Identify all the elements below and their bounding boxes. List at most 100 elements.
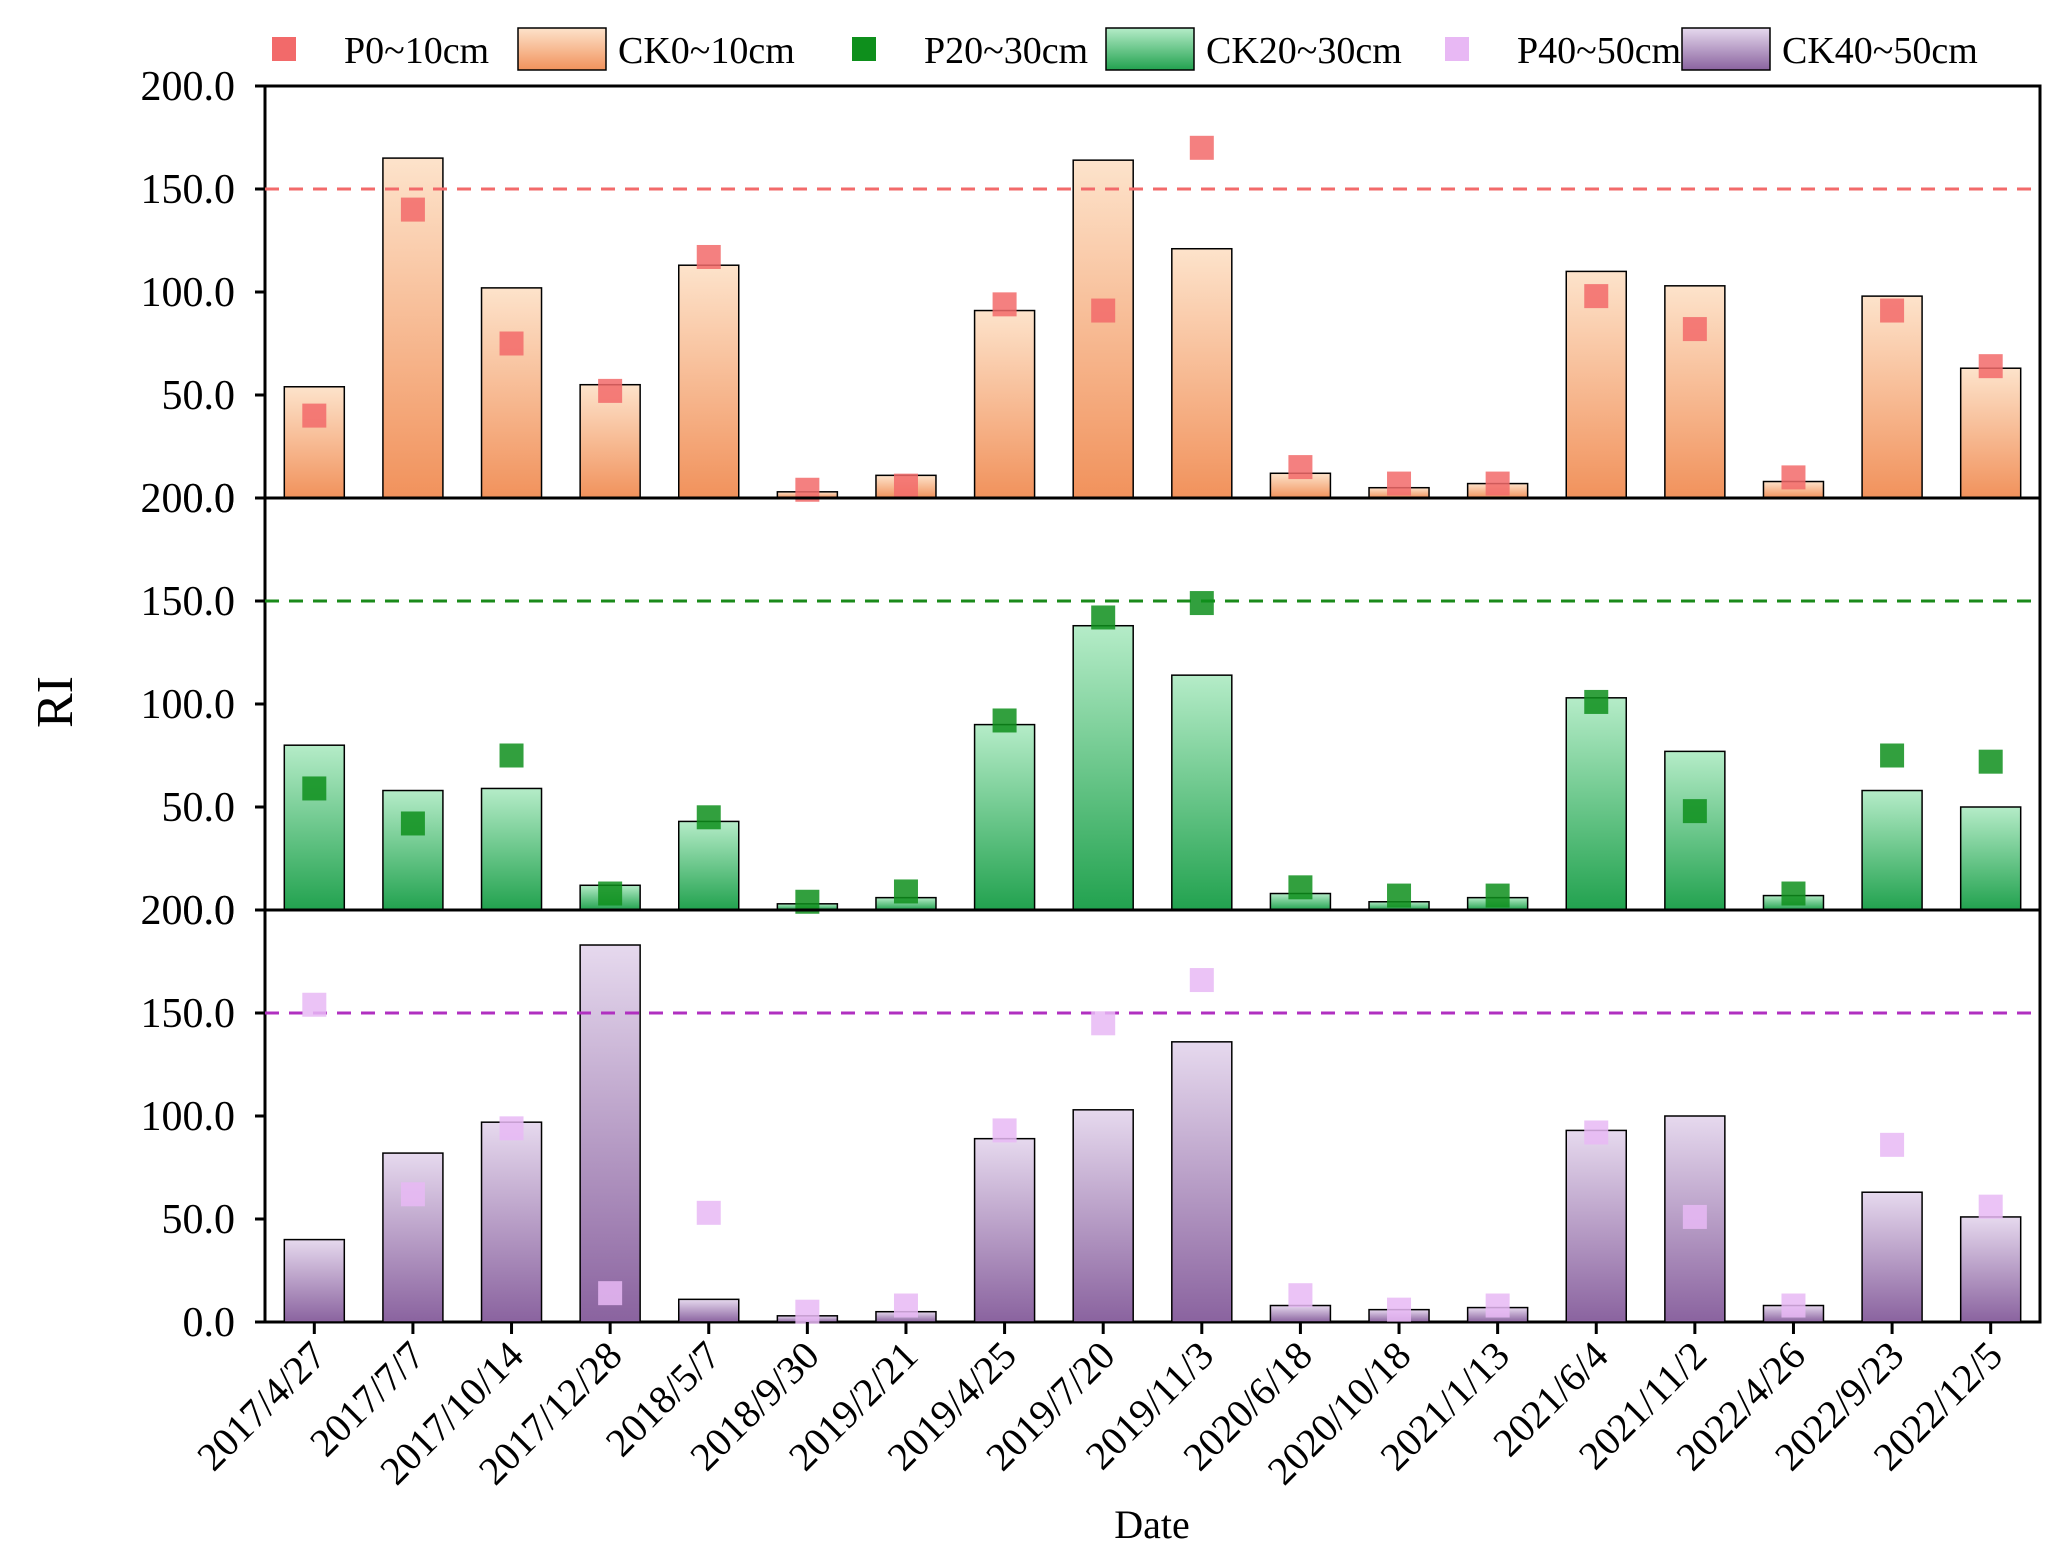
bar-40~50cm xyxy=(480,1121,543,1323)
y-tick-label: 200.0 xyxy=(141,888,236,934)
legend: P0~10cm CK0~10cm P20~30cm CK20~30cm P40~50cm… xyxy=(272,27,1978,72)
marker-40~50cm xyxy=(302,992,327,1017)
bar-20~30cm xyxy=(1072,624,1134,911)
bar-20~30cm xyxy=(1171,674,1233,911)
marker-40~50cm xyxy=(696,1200,721,1225)
y-tick-label: 100.0 xyxy=(141,270,236,316)
legend-bar-swatch xyxy=(1105,27,1195,71)
marker-0~10cm xyxy=(1781,465,1806,490)
legend-item: P0~10cm xyxy=(272,30,489,72)
y-tick-label: 200.0 xyxy=(141,476,236,522)
marker-20~30cm xyxy=(1978,749,2003,774)
marker-20~30cm xyxy=(893,879,918,904)
legend-label: P20~30cm xyxy=(924,30,1088,72)
x-axis-title: Date xyxy=(1114,1502,1190,1547)
marker-40~50cm xyxy=(1189,968,1214,993)
y-tick-label: 100.0 xyxy=(141,682,236,728)
marker-0~10cm xyxy=(1387,471,1412,496)
y-tick-label: 0.0 xyxy=(183,1300,236,1346)
panel-2: 0.0 50.0 100.0 150.0 200.0 xyxy=(141,476,2042,934)
x-tick-label: 2017/4/27 xyxy=(188,1333,335,1480)
legend-item: CK20~30cm xyxy=(1105,27,1402,72)
bar-40~50cm xyxy=(678,1298,740,1323)
marker-0~10cm xyxy=(598,378,623,403)
marker-20~30cm xyxy=(400,811,425,836)
marker-20~30cm xyxy=(302,776,327,801)
legend-marker-swatch xyxy=(852,37,876,61)
marker-20~30cm xyxy=(1288,875,1313,900)
y-tick-label: 200.0 xyxy=(141,64,236,110)
marker-0~10cm xyxy=(1978,354,2003,379)
marker-0~10cm xyxy=(1189,135,1214,160)
legend-item: CK0~10cm xyxy=(517,27,795,72)
marker-20~30cm xyxy=(1682,799,1707,824)
bar-0~10cm xyxy=(1861,295,1923,499)
marker-0~10cm xyxy=(1584,284,1609,309)
bar-0~10cm xyxy=(283,386,346,499)
y-tick-label: 150.0 xyxy=(141,579,236,625)
marker-0~10cm xyxy=(499,331,524,356)
y-tick-label: 150.0 xyxy=(141,167,236,213)
marker-20~30cm xyxy=(992,708,1017,733)
y-tick-label: 0.0 xyxy=(183,888,236,934)
marker-0~10cm xyxy=(1288,455,1313,480)
bar-0~10cm xyxy=(1171,247,1233,499)
bar-20~30cm xyxy=(1959,806,2022,911)
marker-20~30cm xyxy=(1880,743,1905,768)
bar-20~30cm xyxy=(1664,750,1726,911)
marker-40~50cm xyxy=(598,1281,623,1306)
y-tick-label: 0.0 xyxy=(183,476,236,522)
marker-40~50cm xyxy=(1387,1297,1412,1322)
marker-40~50cm xyxy=(992,1118,1017,1143)
marker-40~50cm xyxy=(1682,1204,1707,1229)
bar-20~30cm xyxy=(480,787,543,911)
marker-0~10cm xyxy=(696,244,721,269)
marker-40~50cm xyxy=(1091,1011,1116,1036)
bar-20~30cm xyxy=(1861,789,1923,911)
legend-label: CK40~50cm xyxy=(1782,30,1978,72)
bar-0~10cm xyxy=(973,309,1036,499)
bar-0~10cm xyxy=(480,287,543,499)
bar-0~10cm xyxy=(1072,159,1134,499)
marker-20~30cm xyxy=(1189,591,1214,616)
marker-40~50cm xyxy=(1781,1293,1806,1318)
legend-label: CK20~30cm xyxy=(1206,30,1402,72)
legend-label: P40~50cm xyxy=(1517,30,1681,72)
marker-0~10cm xyxy=(992,292,1017,317)
bar-20~30cm xyxy=(1565,697,1627,911)
bar-20~30cm xyxy=(382,789,444,911)
bar-0~10cm xyxy=(678,264,740,499)
legend-label: P0~10cm xyxy=(344,30,489,72)
legend-label: CK0~10cm xyxy=(618,30,795,72)
legend-marker-swatch xyxy=(272,37,296,61)
marker-20~30cm xyxy=(1781,881,1806,906)
legend-item: P40~50cm xyxy=(1445,30,1681,72)
bar-40~50cm xyxy=(1269,1304,1332,1323)
panel-3: 0.0 50.0 100.0 150.0 200.0 xyxy=(141,888,2042,1346)
marker-40~50cm xyxy=(1288,1283,1313,1308)
legend-item: CK40~50cm xyxy=(1681,27,1978,72)
legend-marker-swatch xyxy=(1445,37,1469,61)
bar-20~30cm xyxy=(678,820,740,911)
marker-0~10cm xyxy=(1485,471,1510,496)
marker-0~10cm xyxy=(1682,317,1707,342)
legend-bar-swatch xyxy=(517,27,607,71)
marker-20~30cm xyxy=(1584,689,1609,714)
marker-20~30cm xyxy=(499,743,524,768)
bar-20~30cm xyxy=(973,723,1036,911)
marker-40~50cm xyxy=(499,1116,524,1141)
y-tick-label: 100.0 xyxy=(141,1094,236,1140)
bar-40~50cm xyxy=(1959,1216,2022,1323)
bar-0~10cm xyxy=(1565,270,1627,499)
bar-40~50cm xyxy=(1171,1041,1233,1323)
bar-40~50cm xyxy=(283,1238,346,1323)
marker-0~10cm xyxy=(893,473,918,498)
bar-40~50cm xyxy=(579,944,641,1323)
marker-40~50cm xyxy=(1880,1132,1905,1157)
marker-40~50cm xyxy=(795,1299,820,1324)
marker-40~50cm xyxy=(1584,1120,1609,1145)
marker-40~50cm xyxy=(400,1182,425,1207)
bar-0~10cm xyxy=(1269,472,1332,499)
marker-20~30cm xyxy=(1091,605,1116,630)
